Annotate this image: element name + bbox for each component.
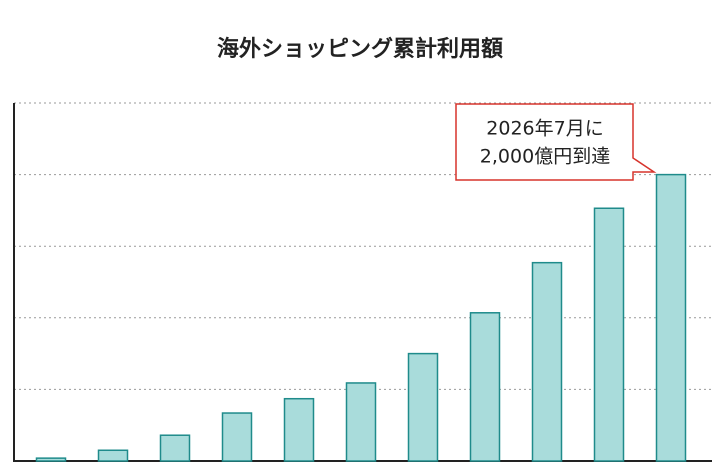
bar	[159, 434, 191, 462]
bar	[469, 312, 501, 462]
bar	[655, 173, 687, 462]
bar	[97, 449, 129, 462]
bar	[35, 457, 67, 462]
chart-title: 海外ショッピング累計利用額	[217, 36, 503, 62]
bar	[407, 352, 439, 462]
bar	[345, 382, 377, 462]
bar	[283, 397, 315, 462]
callout-text: 2,000億円到達	[480, 146, 610, 168]
bar	[221, 412, 253, 462]
callout-text: 2026年7月に	[486, 118, 603, 140]
bar	[593, 207, 625, 462]
bar	[531, 261, 563, 462]
callout	[455, 103, 657, 181]
